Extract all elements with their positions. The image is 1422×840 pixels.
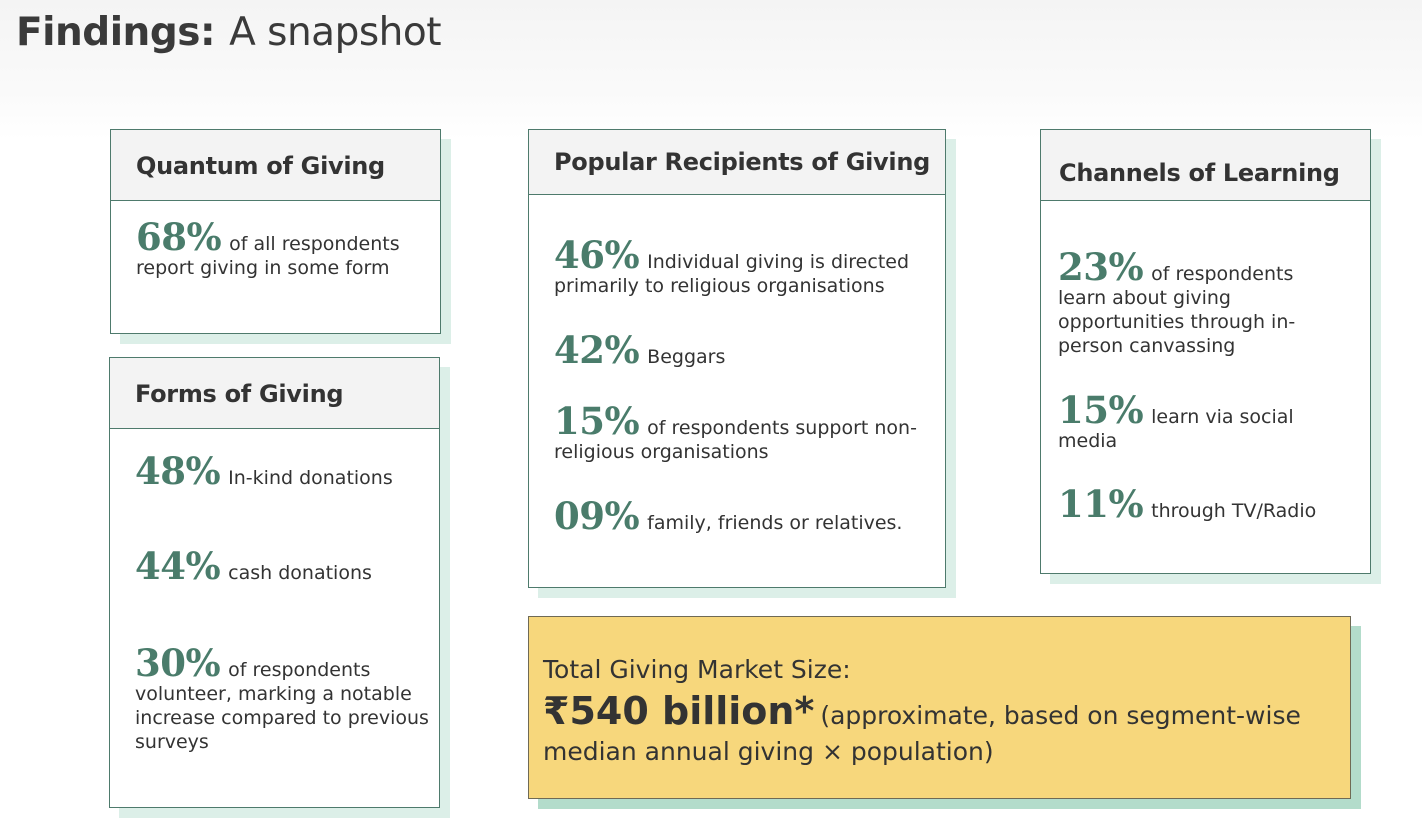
stat-percent: 42% [554, 328, 640, 372]
stat-percent: 15% [1058, 388, 1144, 432]
stat-text: Beggars [647, 346, 726, 368]
stat-percent: 48% [135, 449, 221, 493]
channels-stat-3: 11% through TV/Radio [1058, 486, 1348, 523]
stat-percent: 30% [135, 641, 221, 685]
stat-percent: 15% [554, 399, 640, 443]
recipients-stat-1: 46% Individual giving is directed primari… [554, 237, 924, 298]
market-size-box: Total Giving Market Size: ₹540 billion*(… [528, 616, 1351, 799]
channels-stat-2: 15% learn via social media [1058, 392, 1298, 453]
quantum-heading: Quantum of Giving [111, 130, 440, 201]
stat-percent: 11% [1058, 482, 1144, 526]
page-title-bold: Findings: [16, 10, 216, 55]
market-note: (approximate, based on segment-wise medi… [543, 701, 1301, 766]
stat-text: cash donations [228, 562, 372, 584]
stat-percent: 68% [136, 215, 222, 259]
recipients-card: Popular Recipients of Giving 46% Individu… [528, 129, 946, 588]
quantum-card: Quantum of Giving 68% of all respondents … [110, 129, 441, 334]
forms-stat-1: 48% In-kind donations [135, 453, 430, 490]
channels-stat-1: 23% of respondents learn about giving opp… [1058, 249, 1298, 358]
quantum-stat: 68% of all respondents report giving in s… [136, 219, 426, 280]
market-value: ₹540 billion* [543, 689, 815, 733]
recipients-heading: Popular Recipients of Giving [529, 130, 945, 195]
stat-text: learn via social media [1058, 406, 1294, 452]
forms-stat-3: 30% of respondents volunteer, marking a n… [135, 645, 430, 754]
market-title: Total Giving Market Size: [543, 655, 851, 684]
channels-heading: Channels of Learning [1041, 130, 1370, 201]
stat-percent: 23% [1058, 245, 1144, 289]
stat-text: Individual giving is directed primarily … [554, 251, 910, 297]
stat-text: through TV/Radio [1151, 500, 1317, 522]
forms-heading: Forms of Giving [110, 358, 439, 429]
stat-text: of respondents volunteer, marking a nota… [135, 659, 429, 753]
page-title-rest: A snapshot [229, 10, 442, 55]
recipients-stat-2: 42% Beggars [554, 332, 924, 369]
recipients-stat-4: 09% family, friends or relatives. [554, 498, 934, 535]
stat-text: In-kind donations [228, 467, 393, 489]
channels-card: Channels of Learning 23% of respondents l… [1040, 129, 1371, 574]
page-title: Findings: A snapshot [16, 10, 442, 55]
forms-card: Forms of Giving 48% In-kind donations 44%… [109, 357, 440, 808]
stat-text: of all respondents report giving in some… [136, 233, 400, 279]
stat-text: of respondents support non-religious org… [554, 417, 917, 463]
market-line: ₹540 billion* (approximate, based on segm… [543, 692, 1336, 770]
recipients-stat-3: 15% of respondents support non-religious … [554, 403, 924, 464]
stat-text: of respondents learn about giving opport… [1058, 263, 1296, 357]
stat-text: family, friends or relatives. [647, 512, 903, 534]
stat-percent: 44% [135, 544, 221, 588]
stat-percent: 09% [554, 494, 640, 538]
stat-percent: 46% [554, 233, 640, 277]
forms-stat-2: 44% cash donations [135, 548, 430, 585]
